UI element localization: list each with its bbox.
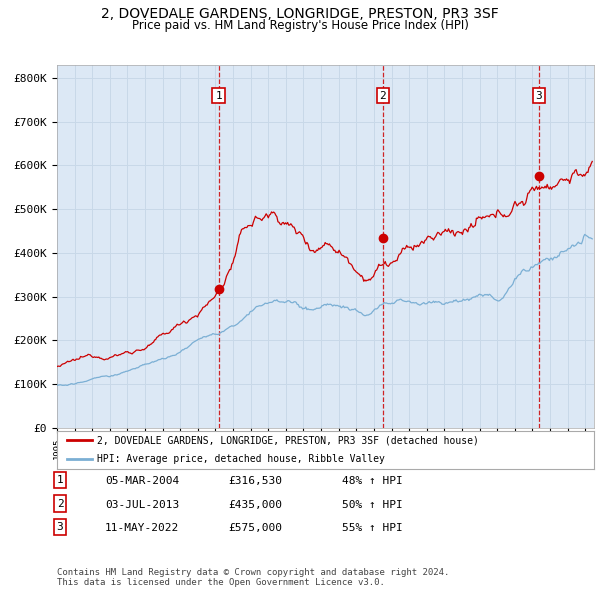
Text: HPI: Average price, detached house, Ribble Valley: HPI: Average price, detached house, Ribb… <box>97 454 385 464</box>
Text: 50% ↑ HPI: 50% ↑ HPI <box>342 500 403 510</box>
Text: 2: 2 <box>56 499 64 509</box>
Text: £435,000: £435,000 <box>228 500 282 510</box>
Text: Contains HM Land Registry data © Crown copyright and database right 2024.
This d: Contains HM Land Registry data © Crown c… <box>57 568 449 587</box>
Text: 55% ↑ HPI: 55% ↑ HPI <box>342 523 403 533</box>
Text: 48% ↑ HPI: 48% ↑ HPI <box>342 476 403 486</box>
Text: 3: 3 <box>536 90 542 100</box>
Text: 05-MAR-2004: 05-MAR-2004 <box>105 476 179 486</box>
Text: 1: 1 <box>215 90 222 100</box>
Text: Price paid vs. HM Land Registry's House Price Index (HPI): Price paid vs. HM Land Registry's House … <box>131 19 469 32</box>
Text: £575,000: £575,000 <box>228 523 282 533</box>
Text: 2, DOVEDALE GARDENS, LONGRIDGE, PRESTON, PR3 3SF: 2, DOVEDALE GARDENS, LONGRIDGE, PRESTON,… <box>101 7 499 21</box>
Text: 11-MAY-2022: 11-MAY-2022 <box>105 523 179 533</box>
Text: 3: 3 <box>56 522 64 532</box>
Text: 03-JUL-2013: 03-JUL-2013 <box>105 500 179 510</box>
Text: £316,530: £316,530 <box>228 476 282 486</box>
Text: 2: 2 <box>379 90 386 100</box>
Text: 1: 1 <box>56 475 64 485</box>
Text: 2, DOVEDALE GARDENS, LONGRIDGE, PRESTON, PR3 3SF (detached house): 2, DOVEDALE GARDENS, LONGRIDGE, PRESTON,… <box>97 435 479 445</box>
